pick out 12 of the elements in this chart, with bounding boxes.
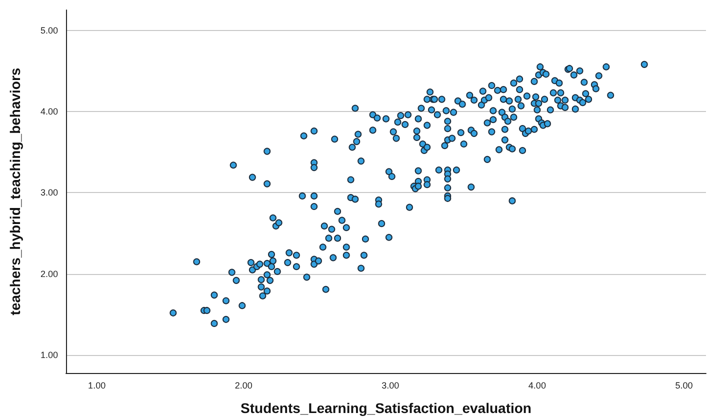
x-tick-label: 5.00 <box>675 380 693 390</box>
y-axis-title: teachers_hybrid_teaching_behaviors <box>7 68 23 316</box>
x-tick-label: 3.00 <box>382 380 400 390</box>
x-tick-label: 4.00 <box>528 380 546 390</box>
y-tick-label: 3.00 <box>40 188 58 198</box>
x-tick-label: 2.00 <box>234 380 252 390</box>
x-tick-label: 1.00 <box>88 380 106 390</box>
y-tick-label: 5.00 <box>40 25 58 36</box>
x-axis-title: Students_Learning_Satisfaction_evaluation <box>240 400 532 416</box>
y-tick-label: 1.00 <box>40 350 58 360</box>
y-tick-label: 2.00 <box>40 268 58 279</box>
y-tick-label: 4.00 <box>40 106 58 117</box>
